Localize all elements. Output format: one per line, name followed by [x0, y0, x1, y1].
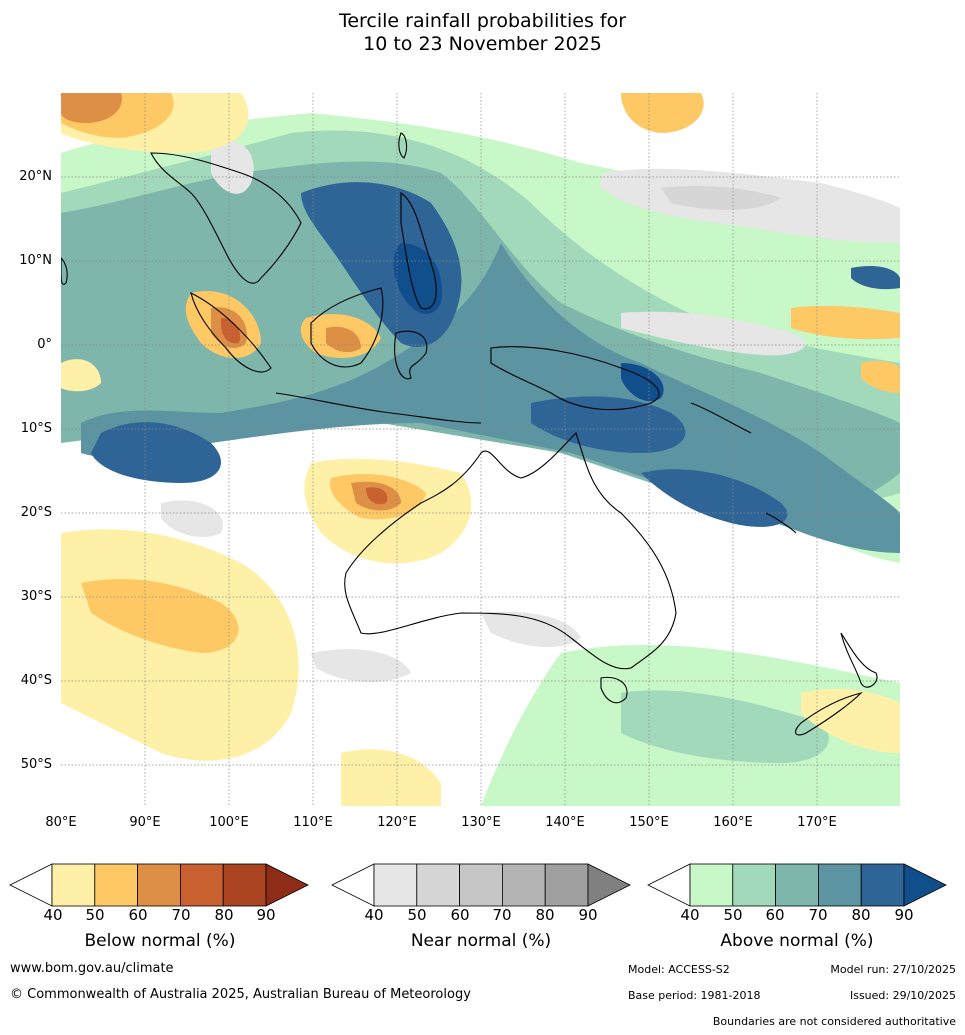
- above-tick: 70: [808, 906, 828, 924]
- below-tick: 80: [214, 906, 234, 924]
- below-color-box: [94, 863, 139, 907]
- below-color-box: [51, 863, 96, 907]
- rainfall-probability-map: [61, 93, 900, 806]
- near-tick: 50: [407, 906, 427, 924]
- below-tick: 50: [85, 906, 105, 924]
- lat-tick-20s: 20°S: [20, 505, 52, 520]
- lon-tick-140e: 140°E: [545, 815, 585, 830]
- southeast-asia-outline: [150, 152, 302, 284]
- java-outline: [275, 392, 482, 424]
- new-caledonia-outline: [765, 512, 797, 534]
- below-min-extension: [9, 863, 53, 907]
- lon-tick-90e: 90°E: [129, 815, 161, 830]
- lon-tick-170e: 170°E: [797, 815, 837, 830]
- above-color-box: [860, 863, 905, 907]
- above-max-extension: [903, 863, 947, 907]
- near-min-extension: [331, 863, 375, 907]
- australia-outline: [344, 431, 677, 670]
- below-normal-title: Below normal (%): [84, 931, 236, 951]
- below-normal-shading: [61, 93, 900, 806]
- near-tick: 40: [364, 906, 384, 924]
- taiwan-outline: [398, 132, 408, 159]
- solomon-islands-outline: [690, 402, 752, 434]
- near-max-extension: [587, 863, 631, 907]
- new-zealand-north-outline: [840, 632, 878, 688]
- above-tick: 40: [680, 906, 700, 924]
- copyright-text: © Commonwealth of Australia 2025, Austra…: [10, 987, 471, 1002]
- below-color-box: [222, 863, 267, 907]
- near-tick: 70: [492, 906, 512, 924]
- new-guinea-outline: [490, 346, 660, 411]
- below-tick: 60: [128, 906, 148, 924]
- lat-tick-40s: 40°S: [20, 673, 52, 688]
- new-zealand-south-outline: [795, 691, 863, 736]
- issued-date: Issued: 29/10/2025: [849, 989, 956, 1002]
- below-max-extension: [265, 863, 309, 907]
- near-normal-shading: [161, 140, 900, 683]
- map-canvas: [61, 93, 900, 806]
- lat-tick-20n: 20°N: [19, 169, 52, 184]
- near-tick: 80: [535, 906, 555, 924]
- lon-tick-150e: 150°E: [629, 815, 669, 830]
- map-title: Tercile rainfall probabilities for 10 to…: [0, 10, 965, 56]
- sumatra-outline: [190, 291, 272, 373]
- lon-tick-80e: 80°E: [45, 815, 77, 830]
- above-tick: 80: [851, 906, 871, 924]
- coastlines: [61, 132, 878, 736]
- above-color-box: [775, 863, 819, 907]
- lat-tick-0: 0°: [37, 337, 52, 352]
- colorbar-below: [9, 863, 309, 907]
- near-color-box: [501, 863, 546, 907]
- lat-tick-50s: 50°S: [20, 757, 52, 772]
- below-color-box: [137, 863, 181, 907]
- model-run-date: Model run: 27/10/2025: [830, 963, 956, 976]
- colorbar-above: [647, 863, 947, 907]
- below-color-box: [179, 863, 224, 907]
- below-tick: 70: [171, 906, 191, 924]
- near-color-box: [373, 863, 418, 907]
- above-color-box: [732, 863, 776, 907]
- near-color-box: [459, 863, 503, 907]
- near-tick: 60: [450, 906, 470, 924]
- above-color-box: [818, 863, 862, 907]
- lon-tick-130e: 130°E: [461, 815, 501, 830]
- boundaries-disclaimer: Boundaries are not considered authoritat…: [712, 1015, 956, 1028]
- lon-tick-120e: 120°E: [377, 815, 417, 830]
- above-tick: 60: [765, 906, 785, 924]
- below-tick: 90: [256, 906, 276, 924]
- above-tick: 50: [723, 906, 743, 924]
- lat-tick-10s: 10°S: [20, 421, 52, 436]
- near-tick: 90: [578, 906, 598, 924]
- near-normal-title: Near normal (%): [410, 931, 552, 951]
- colorbar-near: [331, 863, 631, 907]
- title-line-1: Tercile rainfall probabilities for: [338, 10, 627, 32]
- title-line-2: 10 to 23 November 2025: [363, 33, 602, 55]
- lat-tick-30s: 30°S: [20, 589, 52, 604]
- above-normal-shading: [61, 113, 900, 806]
- above-tick: 90: [894, 906, 914, 924]
- lon-tick-110e: 110°E: [293, 815, 333, 830]
- base-period: Base period: 1981-2018: [628, 989, 761, 1002]
- near-color-box: [416, 863, 460, 907]
- lon-tick-160e: 160°E: [713, 815, 753, 830]
- above-normal-title: Above normal (%): [720, 931, 874, 951]
- tasmania-outline: [600, 676, 628, 704]
- sri-lanka-outline: [61, 257, 68, 285]
- lat-tick-10n: 10°N: [19, 253, 52, 268]
- sulawesi-outline: [394, 330, 428, 380]
- model-name: Model: ACCESS-S2: [628, 963, 730, 976]
- philippines-outline: [400, 191, 437, 310]
- lon-tick-100e: 100°E: [209, 815, 249, 830]
- near-color-box: [544, 863, 589, 907]
- below-tick: 40: [43, 906, 63, 924]
- borneo-outline: [310, 287, 384, 368]
- above-color-box: [689, 863, 734, 907]
- above-min-extension: [647, 863, 691, 907]
- colorbar-legend: [9, 863, 947, 907]
- website-link[interactable]: www.bom.gov.au/climate: [10, 961, 174, 976]
